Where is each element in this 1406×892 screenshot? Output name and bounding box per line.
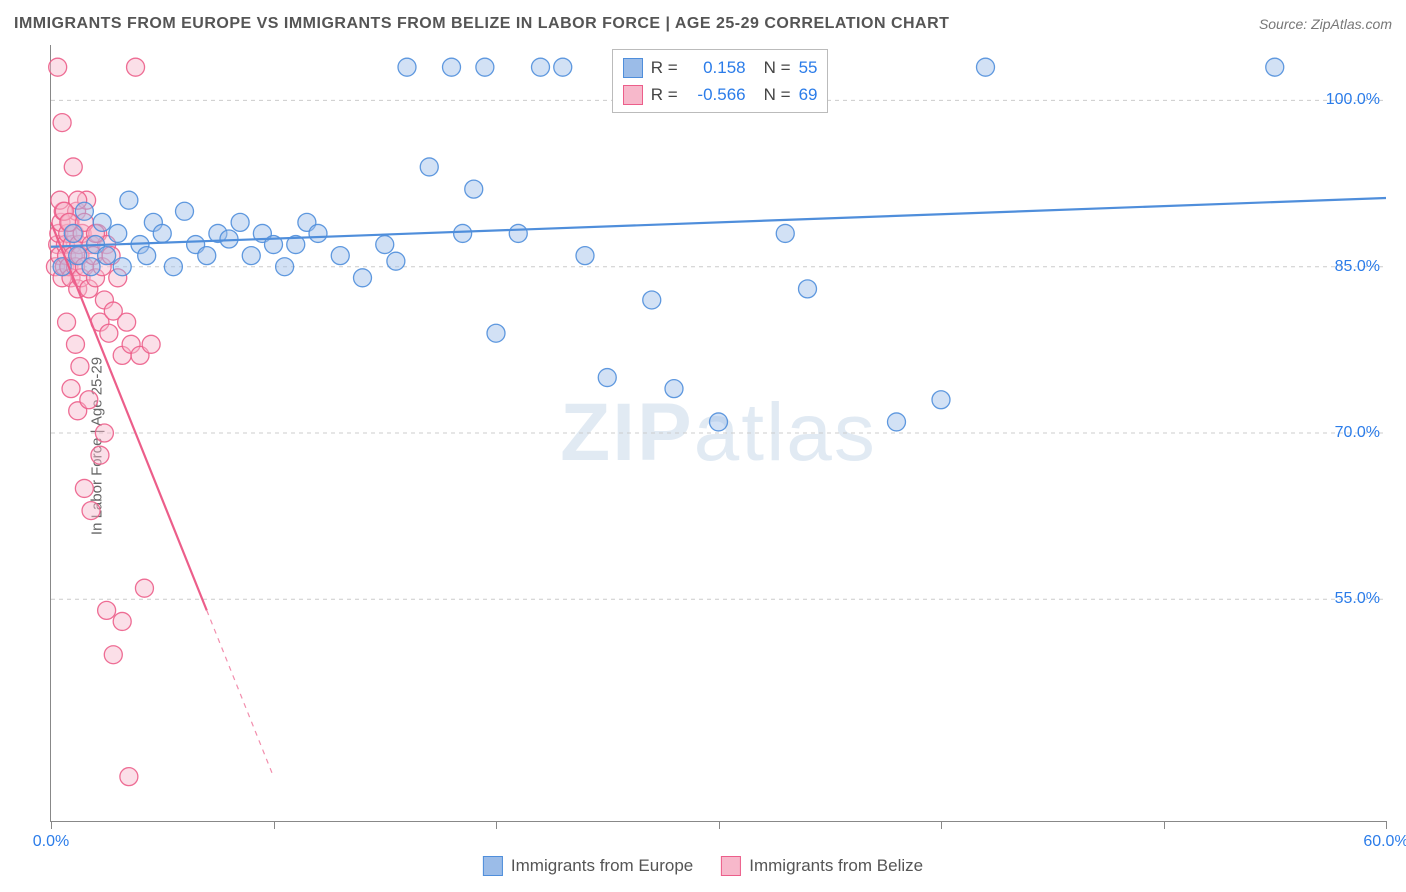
swatch-belize-icon <box>721 856 741 876</box>
y-tick-label: 100.0% <box>1326 91 1380 109</box>
legend-bottom: Immigrants from Europe Immigrants from B… <box>483 856 923 876</box>
legend-stats-box: R = 0.158 N = 55 R = -0.566 N = 69 <box>612 49 829 113</box>
x-tick-label: 0.0% <box>33 833 69 851</box>
n-value-belize: 69 <box>799 81 818 108</box>
swatch-belize-icon <box>623 85 643 105</box>
source-label: Source: ZipAtlas.com <box>1259 16 1392 32</box>
plot-area: ZIPatlas R = 0.158 N = 55 R = -0.566 N =… <box>50 45 1386 822</box>
chart-title: IMMIGRANTS FROM EUROPE VS IMMIGRANTS FRO… <box>14 15 949 33</box>
legend-stats-row-europe: R = 0.158 N = 55 <box>623 54 818 81</box>
x-tick-label: 60.0% <box>1363 833 1406 851</box>
swatch-europe-icon <box>623 58 643 78</box>
swatch-europe-icon <box>483 856 503 876</box>
n-value-europe: 55 <box>799 54 818 81</box>
legend-item-europe: Immigrants from Europe <box>483 856 693 876</box>
r-value-belize: -0.566 <box>686 81 746 108</box>
y-tick-label: 55.0% <box>1335 590 1380 608</box>
legend-stats-row-belize: R = -0.566 N = 69 <box>623 81 818 108</box>
y-tick-label: 85.0% <box>1335 258 1380 276</box>
y-tick-label: 70.0% <box>1335 424 1380 442</box>
r-value-europe: 0.158 <box>686 54 746 81</box>
legend-item-belize: Immigrants from Belize <box>721 856 923 876</box>
scatter-plot-svg <box>51 45 1386 821</box>
